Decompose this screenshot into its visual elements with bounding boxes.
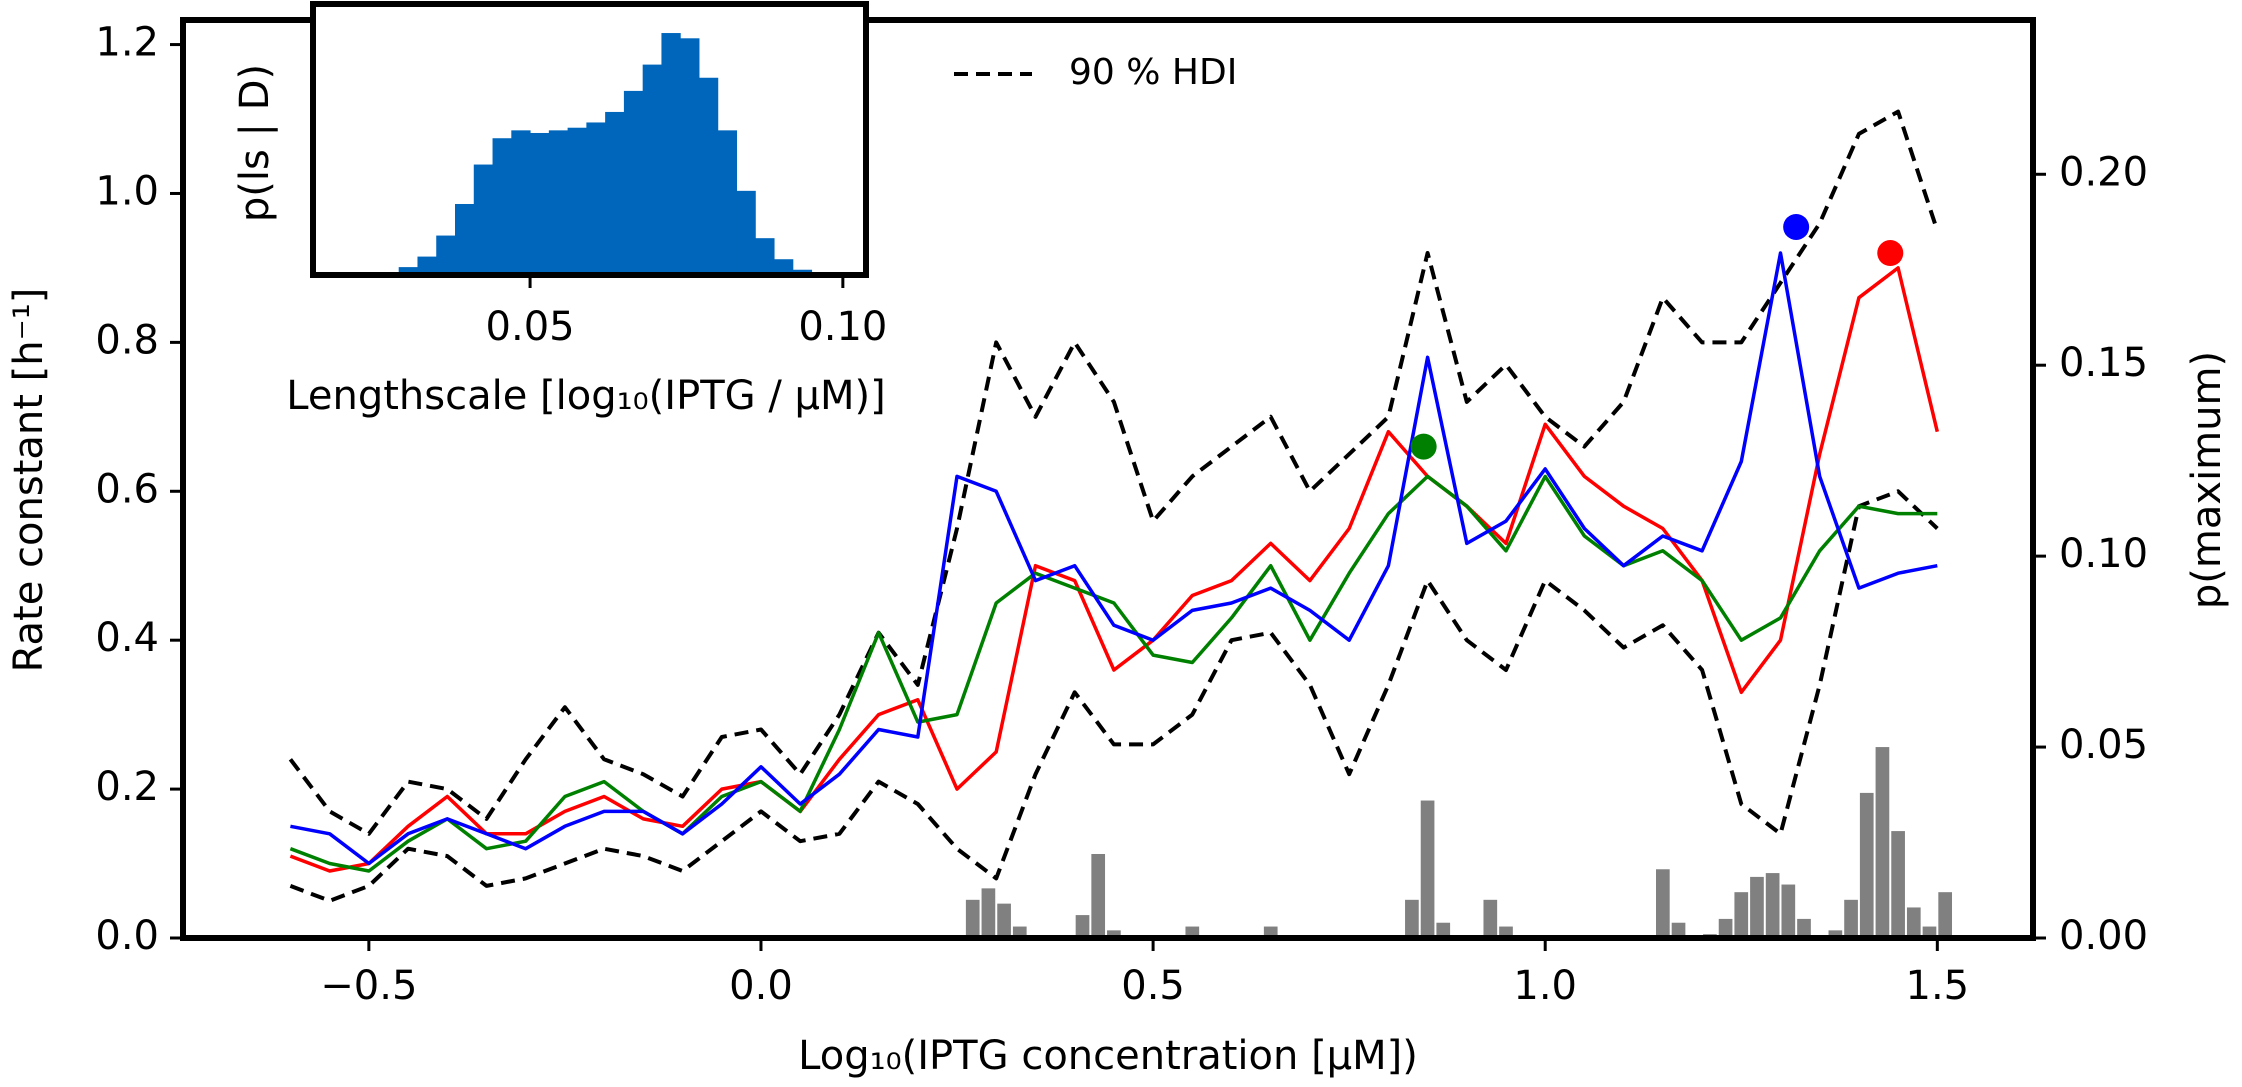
argmax-bar: [1185, 926, 1200, 938]
x-tick-label: 0.5: [1121, 963, 1185, 1009]
argmax-bar: [1875, 747, 1890, 938]
argmax-bar: [1718, 918, 1733, 938]
inset-bar: [567, 127, 587, 275]
argmax-bar: [1405, 899, 1419, 938]
x-tick-label: 1.5: [1906, 963, 1970, 1009]
argmax-bar: [997, 903, 1011, 938]
argmax-bar: [1938, 892, 1953, 938]
series-line: [290, 251, 1938, 866]
plot-frame: [180, 17, 2036, 941]
y2-tick-label: 0.20: [2059, 149, 2148, 195]
x-tick-label: −0.5: [320, 963, 417, 1009]
inset-bar: [774, 259, 794, 275]
hdi-upper: [288, 109, 1940, 836]
argmax-bar: [1075, 915, 1090, 938]
argmax-bar: [1107, 930, 1121, 938]
y2-tick-label: 0.05: [2059, 722, 2148, 768]
hdi-lower: [289, 489, 1939, 903]
argmax-bar: [1734, 892, 1749, 938]
argmax-bar: [1420, 800, 1435, 938]
y2-tick-label: 0.15: [2059, 340, 2148, 386]
y-tick-label: 0.4: [95, 615, 159, 661]
inset-bar: [436, 235, 456, 275]
y-tick-label: 0.8: [95, 317, 159, 363]
argmax-bar: [1483, 899, 1498, 938]
inset-x-label: Lengthscale [log₁₀(IPTG / µM)]: [286, 373, 885, 419]
argmax-bar: [965, 899, 980, 938]
argmax-bar: [1012, 926, 1027, 938]
y-tick-label: 0.0: [95, 913, 159, 959]
x-tick-label: 0.0: [729, 963, 793, 1009]
argmax-bar: [1781, 884, 1796, 938]
y2-axis-label: p(maximum): [2184, 351, 2230, 609]
inset-bar: [548, 130, 569, 275]
y-tick-label: 1.0: [95, 168, 159, 214]
inset-bar: [642, 64, 662, 275]
x-tick-label: 1.0: [1513, 963, 1577, 1009]
argmax-bar: [1263, 926, 1278, 938]
argmax-bar: [1750, 876, 1764, 938]
argmax-bar: [1906, 907, 1921, 938]
inset-bar: [473, 164, 494, 275]
argmax-bar: [1671, 922, 1686, 938]
inset-bar: [492, 138, 512, 275]
inset-bar: [717, 130, 738, 275]
inset-bar: [605, 111, 625, 275]
argmax-bar: [981, 888, 996, 938]
argmax-bar: [1765, 873, 1780, 938]
series-line: [289, 266, 1940, 873]
y2-tick-label: 0.00: [2059, 913, 2148, 959]
inset-bar: [680, 38, 700, 275]
series-line: [289, 474, 1938, 873]
argmax-bar: [1797, 918, 1811, 938]
inset-frame: [310, 1, 869, 278]
inset-bar: [398, 267, 418, 275]
y-axis-label: Rate constant [h⁻¹]: [6, 288, 52, 673]
argmax-bar: [1844, 899, 1858, 938]
argmax-bar: [1091, 853, 1106, 938]
inset-bar: [736, 190, 756, 275]
y-tick-label: 1.2: [95, 20, 159, 66]
argmax-bar: [1859, 792, 1874, 938]
y-tick-label: 0.2: [95, 764, 159, 810]
inset-y-label: p(ls | D): [232, 64, 278, 222]
inset-bar: [511, 130, 531, 275]
maximum-marker: [1783, 213, 1810, 240]
maximum-marker: [1877, 240, 1904, 267]
inset-bar: [530, 132, 550, 275]
legend-label: 90 % HDI: [1069, 52, 1237, 93]
inset-bar: [755, 238, 775, 275]
inset-bar: [417, 256, 437, 275]
inset-x-tick-label: 0.05: [486, 304, 575, 350]
y-tick-label: 0.6: [95, 466, 159, 512]
y2-tick-label: 0.10: [2059, 531, 2148, 577]
x-axis-label: Log₁₀(IPTG concentration [µM]): [798, 1033, 1418, 1079]
maximum-marker: [1410, 433, 1437, 460]
inset-x-tick-label: 0.10: [798, 304, 887, 350]
inset-bar: [698, 77, 719, 275]
argmax-bar: [1436, 922, 1451, 938]
inset-bar: [455, 203, 475, 275]
inset-bar: [661, 33, 681, 275]
inset-bar: [623, 90, 644, 276]
argmax-bar: [1891, 831, 1905, 938]
argmax-bar: [1922, 926, 1937, 938]
argmax-bar: [1828, 930, 1843, 938]
argmax-bar: [1656, 869, 1670, 938]
inset-bar: [586, 122, 606, 276]
argmax-bar: [1499, 926, 1513, 938]
